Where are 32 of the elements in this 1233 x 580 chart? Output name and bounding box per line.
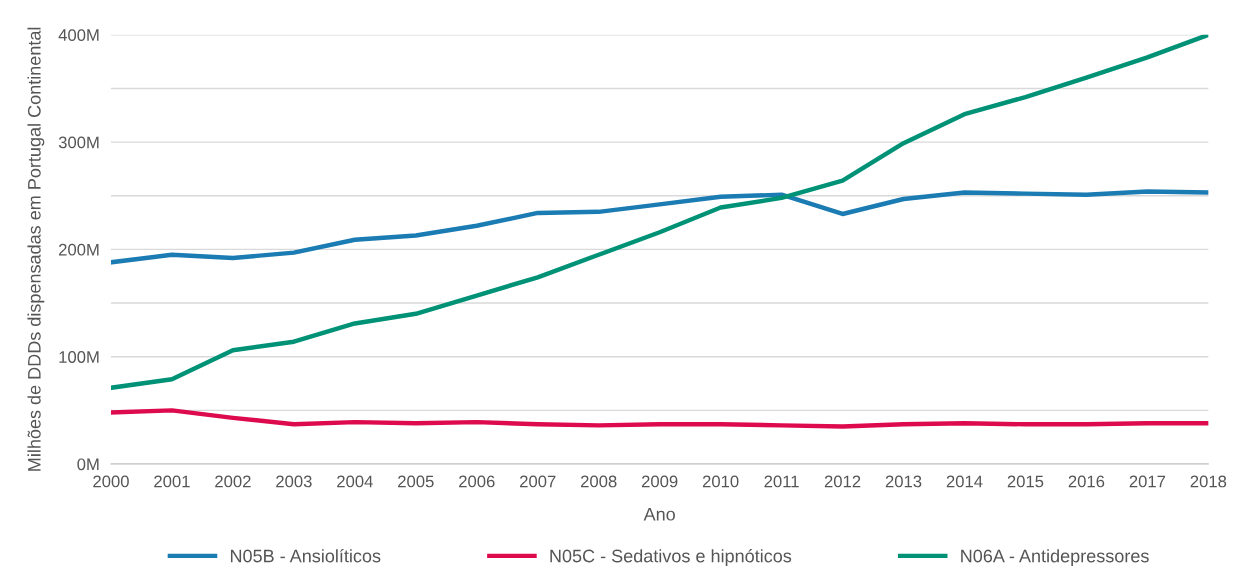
x-tick-label: 2016 (1068, 475, 1105, 488)
x-tick-label: 2018 (1190, 475, 1227, 488)
x-tick-label: 2015 (1007, 475, 1044, 488)
legend-label: N05C - Sedativos e hipnóticos (550, 548, 792, 566)
x-tick-label: 2003 (276, 475, 312, 488)
line-series (110, 34, 1209, 391)
y-tick-label: 400M (58, 29, 99, 41)
x-tick-label: 2002 (215, 475, 251, 488)
x-tick-label: 2011 (764, 475, 799, 488)
x-tick-label: 2008 (580, 475, 617, 488)
x-tick-label: 2006 (459, 475, 495, 488)
x-tick-label: 2009 (641, 475, 678, 488)
x-tick-label: 2010 (702, 475, 739, 488)
x-tick-label: 2013 (885, 475, 922, 488)
x-tick-label: 2017 (1129, 475, 1166, 488)
x-tick-label: 2001 (154, 475, 190, 488)
x-tick-label: 2012 (824, 475, 861, 488)
line-series (110, 408, 1209, 429)
legend-label: N06A - Antidepressores (961, 549, 1149, 566)
legend-label: N05B - Ansiolíticos (230, 548, 381, 563)
y-tick-label: 300M (58, 136, 99, 149)
y-tick-label: 100M (59, 351, 99, 363)
x-axis-title: Ano (643, 507, 675, 521)
y-tick-label: 0M (77, 458, 99, 471)
x-tick-label: 2014 (946, 475, 983, 488)
x-tick-label: 2007 (520, 475, 556, 488)
y-tick-label: 200M (59, 243, 99, 256)
x-tick-label: 2000 (93, 475, 129, 488)
x-tick-label: 2004 (337, 475, 373, 488)
x-tick-label: 2005 (398, 475, 434, 488)
y-axis-title: Milhões de DDDs dispensadas em Portugal Continental (27, 27, 45, 471)
line-series (110, 189, 1209, 265)
